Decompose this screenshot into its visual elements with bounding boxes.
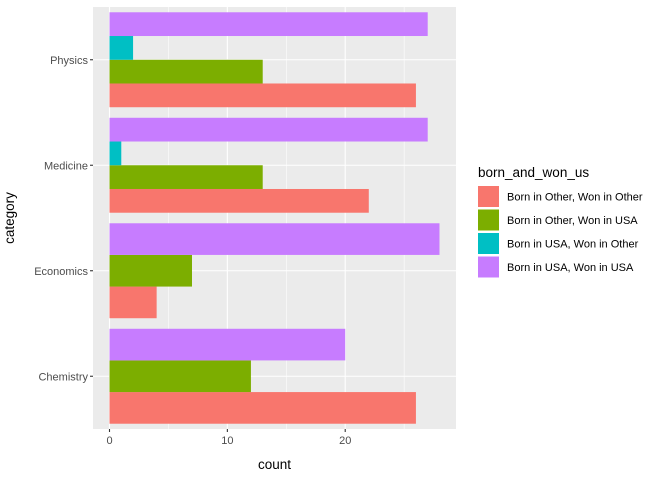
y-axis-ticks: Chemistry Economics Medicine Physics xyxy=(34,55,93,383)
legend-key xyxy=(478,233,499,254)
bar-medicine-born-in-usa-won-in-other xyxy=(109,141,122,166)
y-tick-label: Physics xyxy=(50,55,88,67)
legend-label: Born in USA, Won in USA xyxy=(507,262,634,274)
y-axis-title: category xyxy=(2,192,17,244)
bar-chemistry-born-in-other-won-in-usa xyxy=(109,360,251,393)
x-tick-label: 0 xyxy=(106,435,112,447)
legend-label: Born in Other, Won in USA xyxy=(507,215,638,227)
bar-economics-born-in-usa-won-in-usa xyxy=(109,223,440,255)
bar-medicine-born-in-other-won-in-usa xyxy=(109,165,263,189)
y-tick-label: Medicine xyxy=(44,160,88,172)
bar-physics-born-in-usa-won-in-other xyxy=(109,36,134,60)
legend-title: born_and_won_us xyxy=(478,165,589,180)
x-axis-ticks: 0 10 20 xyxy=(106,429,351,447)
y-tick-label: Economics xyxy=(34,266,88,278)
x-axis-title: count xyxy=(258,457,291,472)
legend-items: Born in Other, Won in Other Born in Other… xyxy=(478,186,643,278)
x-tick-label: 10 xyxy=(221,435,233,447)
legend: born_and_won_us Born in Other, Won in Ot… xyxy=(478,165,643,278)
legend-key xyxy=(478,209,499,231)
bar-economics-born-in-other-won-in-usa xyxy=(109,254,192,287)
bar-physics-born-in-other-won-in-usa xyxy=(109,59,263,84)
bar-chemistry-born-in-usa-won-in-usa xyxy=(109,328,346,361)
x-tick-label: 20 xyxy=(339,435,351,447)
bars xyxy=(109,12,440,424)
legend-key xyxy=(478,256,499,278)
y-tick-label: Chemistry xyxy=(38,371,88,383)
bar-chemistry-born-in-other-won-in-other xyxy=(109,392,416,424)
bar-economics-born-in-other-won-in-other xyxy=(109,286,157,319)
bar-medicine-born-in-usa-won-in-usa xyxy=(109,117,428,142)
bar-physics-born-in-usa-won-in-usa xyxy=(109,12,428,37)
legend-label: Born in USA, Won in Other xyxy=(507,239,639,251)
bar-physics-born-in-other-won-in-other xyxy=(109,83,416,108)
legend-key xyxy=(478,186,499,207)
legend-label: Born in Other, Won in Other xyxy=(507,192,643,204)
bar-medicine-born-in-other-won-in-other xyxy=(109,188,369,213)
